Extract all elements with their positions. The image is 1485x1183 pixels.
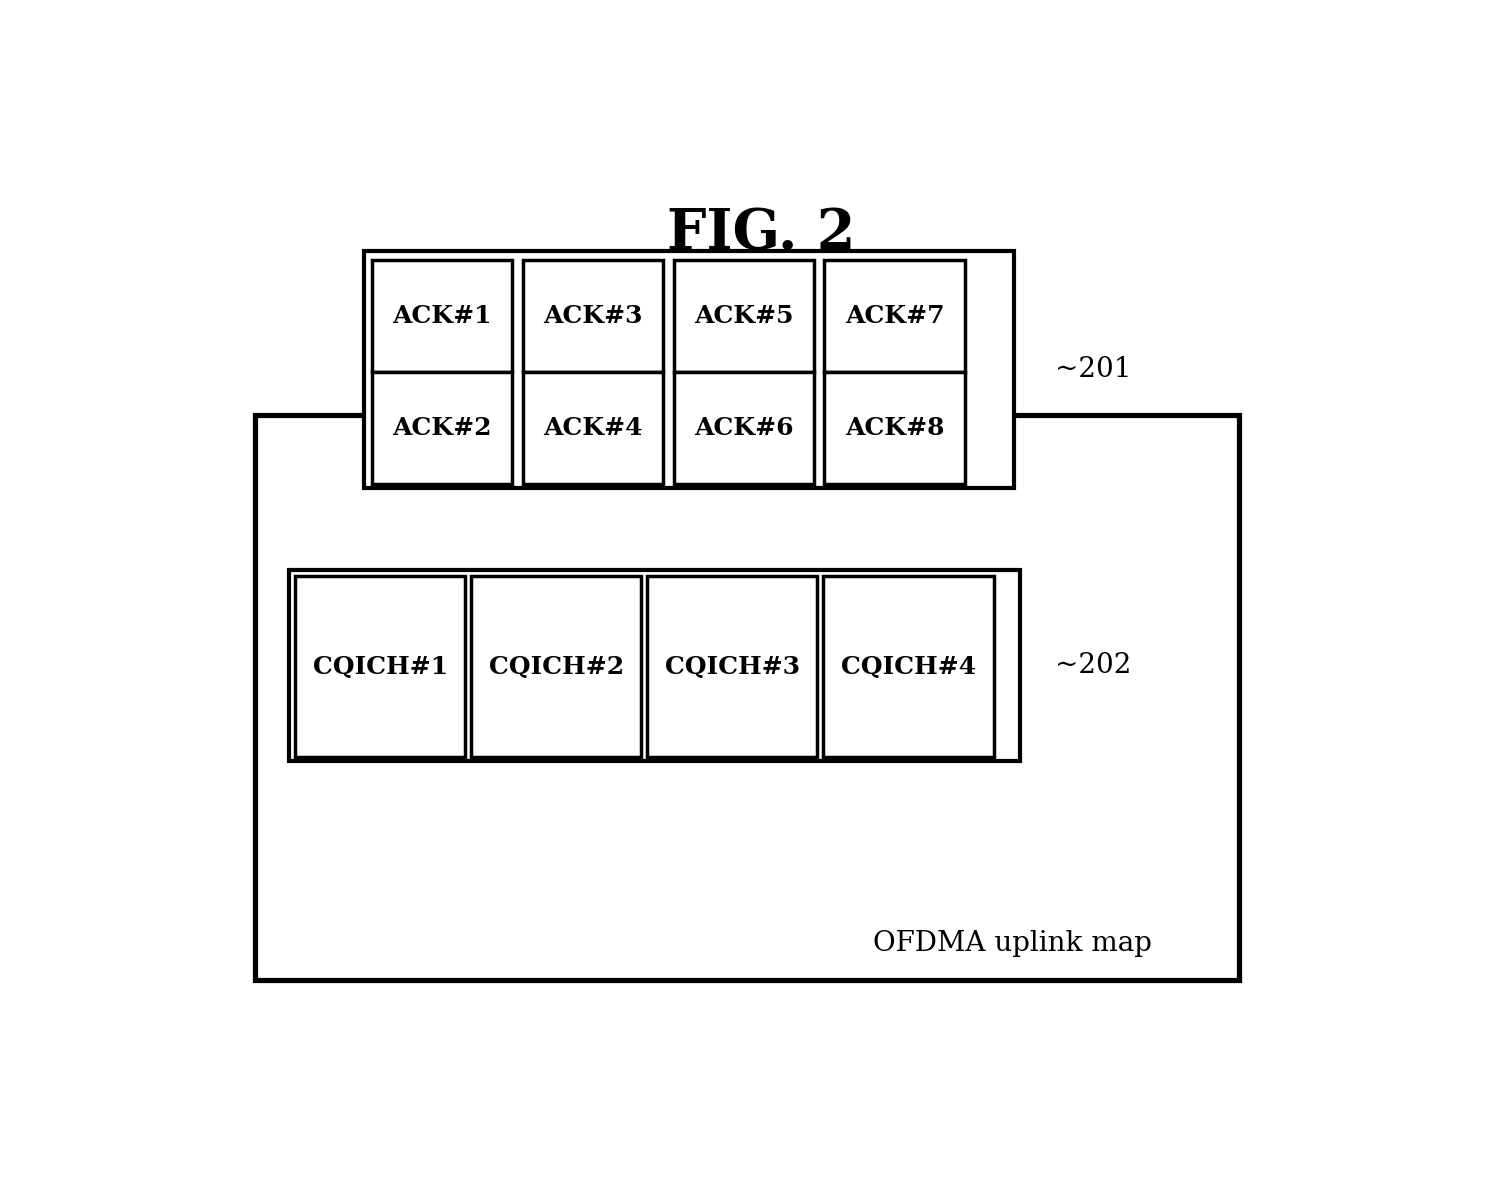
Text: ACK#7: ACK#7 [845, 304, 944, 328]
Bar [373, 260, 512, 371]
Bar [290, 570, 1020, 762]
Bar [674, 371, 814, 484]
Text: OFDMA uplink map: OFDMA uplink map [873, 930, 1152, 957]
Text: ~201: ~201 [1054, 356, 1132, 383]
Text: ~202: ~202 [1054, 652, 1132, 679]
Text: ACK#6: ACK#6 [693, 415, 793, 440]
Text: ACK#4: ACK#4 [544, 415, 643, 440]
Text: ACK#5: ACK#5 [693, 304, 793, 328]
Text: FIG. 2: FIG. 2 [667, 206, 855, 260]
Text: ACK#1: ACK#1 [392, 304, 492, 328]
Text: CQICH#1: CQICH#1 [312, 654, 447, 679]
Text: ACK#3: ACK#3 [544, 304, 643, 328]
Bar [364, 251, 1014, 489]
Text: ACK#2: ACK#2 [392, 415, 492, 440]
Bar [823, 576, 993, 757]
Bar [824, 260, 965, 371]
Text: CQICH#3: CQICH#3 [665, 654, 800, 679]
Bar [523, 371, 664, 484]
Bar [471, 576, 642, 757]
Bar [647, 576, 817, 757]
Bar [296, 576, 465, 757]
Bar [373, 371, 512, 484]
Bar [523, 260, 664, 371]
Text: ACK#8: ACK#8 [845, 415, 944, 440]
Bar [255, 415, 1238, 980]
Bar [824, 371, 965, 484]
Bar [674, 260, 814, 371]
Text: CQICH#2: CQICH#2 [489, 654, 624, 679]
Text: CQICH#4: CQICH#4 [841, 654, 976, 679]
